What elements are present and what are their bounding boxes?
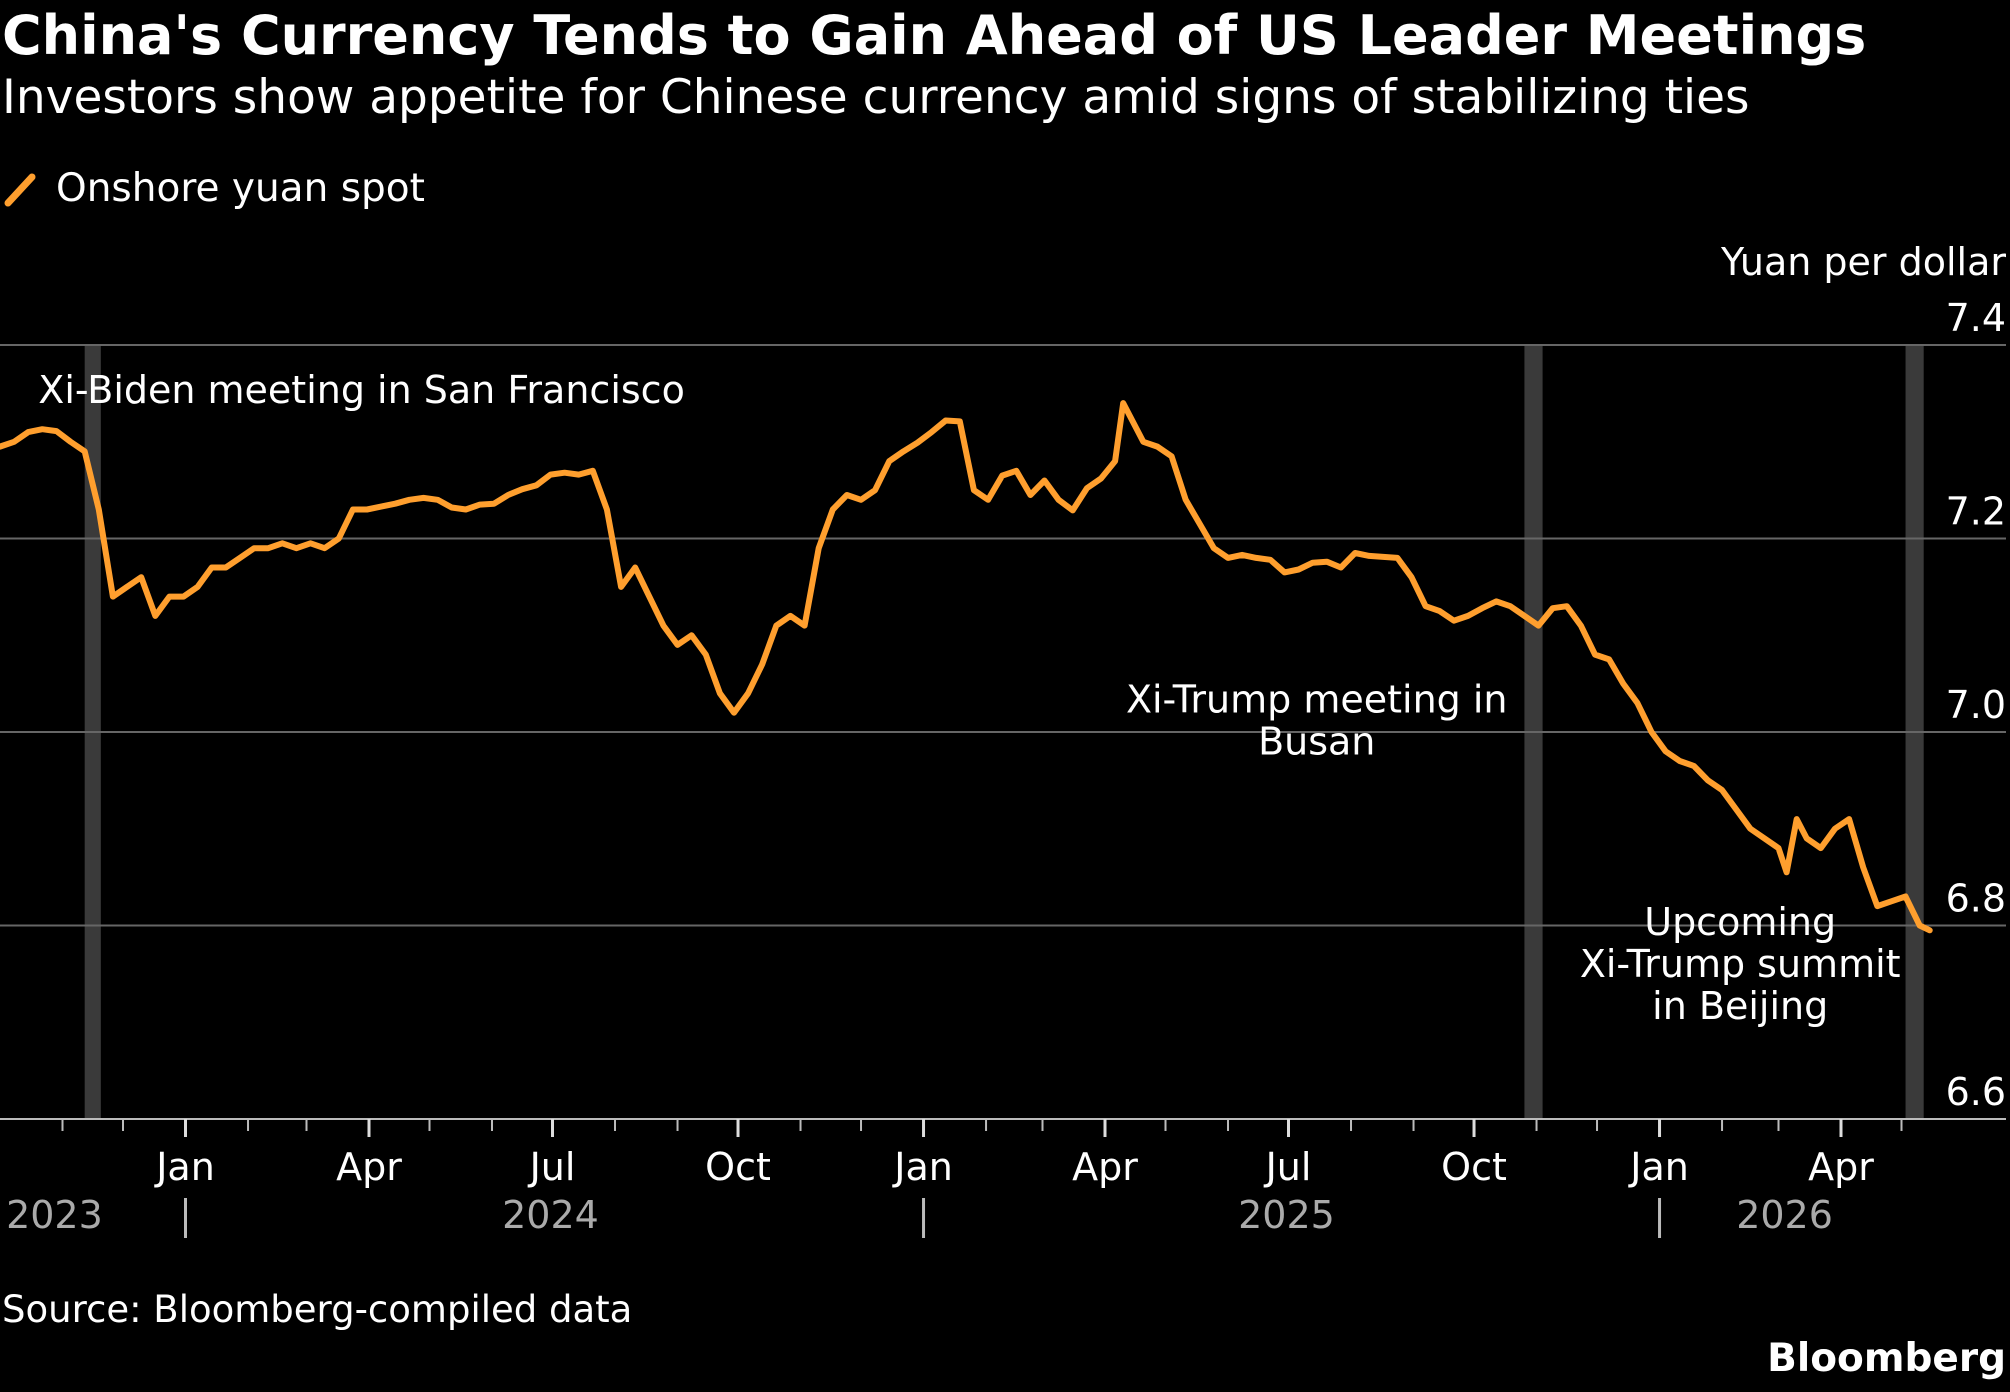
x-tick-label: Apr: [1808, 1145, 1874, 1189]
x-tick-label: Jan: [154, 1145, 215, 1189]
legend-swatch-icon: [4, 173, 36, 206]
year-label: 2025: [1238, 1193, 1335, 1237]
legend: Onshore yuan spot: [2, 166, 425, 211]
x-tick-label: Jan: [892, 1145, 953, 1189]
source-note: Source: Bloomberg-compiled data: [2, 1288, 633, 1331]
x-tick-label: Jan: [1628, 1145, 1689, 1189]
annotation-1: Xi-Trump meeting in Busan: [1126, 678, 1508, 764]
series-line-onshore-yuan-spot: [0, 400, 1933, 934]
legend-label: Onshore yuan spot: [56, 166, 425, 211]
x-tick-label: Jul: [528, 1145, 576, 1189]
x-tick-label: Apr: [336, 1145, 402, 1189]
x-tick-label: Oct: [1441, 1145, 1507, 1189]
y-tick-label: 7.0: [1946, 683, 2006, 727]
x-tick-label: Oct: [705, 1145, 771, 1189]
year-label: 2024: [502, 1193, 599, 1237]
year-label: 2026: [1736, 1193, 1833, 1237]
annotation-2: Upcoming Xi-Trump summit in Beijing: [1580, 900, 1901, 1028]
y-tick-label: 7.4: [1946, 296, 2006, 340]
bloomberg-logo: Bloomberg: [1767, 1336, 2006, 1381]
x-tick-label: Jul: [1264, 1145, 1312, 1189]
year-label: 2023: [6, 1193, 103, 1237]
x-tick-label: Apr: [1072, 1145, 1138, 1189]
chart-subtitle: Investors show appetite for Chinese curr…: [2, 70, 1750, 125]
chart-title: China's Currency Tends to Gain Ahead of …: [2, 4, 1867, 67]
annotation-0: Xi-Biden meeting in San Francisco: [38, 368, 685, 412]
y-tick-label: 6.6: [1946, 1070, 2006, 1114]
y-tick-label: 6.8: [1946, 877, 2006, 921]
y-tick-label: 7.2: [1946, 490, 2006, 534]
y-axis-label: Yuan per dollar: [1720, 240, 2006, 284]
